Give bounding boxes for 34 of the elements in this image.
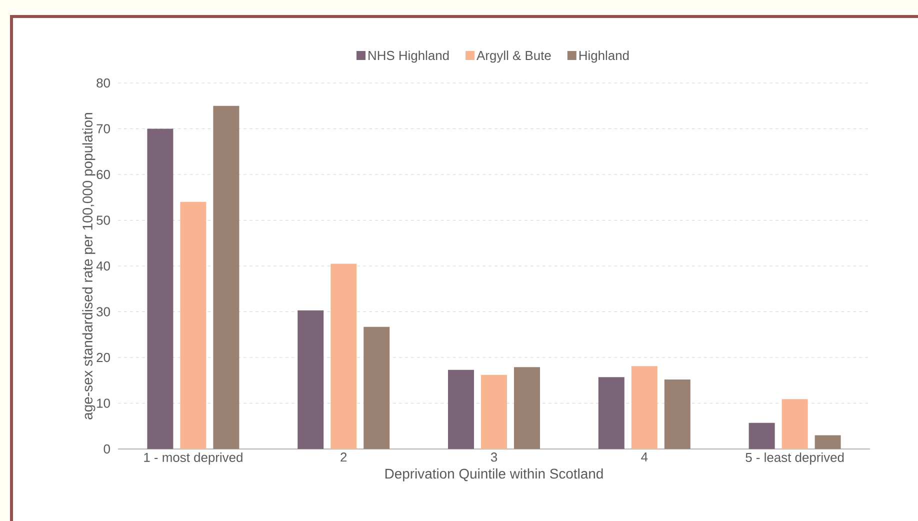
x-tick-label: 5 - least deprived	[746, 452, 844, 465]
y-tick-label: 70	[96, 124, 110, 134]
bar	[631, 366, 658, 449]
bar	[782, 399, 808, 449]
y-tick-label: 50	[96, 216, 110, 225]
x-tick-label: 3	[490, 452, 498, 462]
y-tick-label: 40	[96, 261, 110, 271]
legend-label: Highland	[579, 50, 629, 63]
x-tick-label: 2	[340, 452, 347, 462]
legend-label: Argyll & Bute	[476, 50, 551, 63]
bar	[147, 128, 174, 449]
x-tick-label: 1 - most deprived	[144, 452, 242, 465]
bar	[664, 379, 690, 449]
bar	[481, 374, 508, 449]
y-axis-title: age-sex standardised rate per 100,000 population	[82, 113, 96, 420]
y-tick-label: 20	[96, 352, 110, 362]
bar	[364, 326, 390, 449]
bar	[748, 422, 775, 449]
bar	[814, 435, 841, 449]
bar	[330, 264, 357, 449]
x-axis-title: Deprivation Quintile within Scotland	[385, 468, 603, 482]
legend-label: NHS Highland	[368, 50, 449, 63]
bar	[598, 377, 624, 449]
bar	[180, 202, 206, 449]
x-tick-label: 4	[641, 452, 648, 462]
bar	[298, 310, 324, 449]
y-tick-label: 0	[104, 444, 110, 454]
bar	[514, 367, 540, 449]
y-tick-label: 10	[97, 398, 110, 408]
y-tick-label: 80	[96, 78, 110, 88]
bar	[213, 106, 240, 449]
bar	[448, 370, 474, 449]
y-tick-label: 60	[96, 170, 110, 180]
y-tick-label: 30	[96, 307, 110, 316]
